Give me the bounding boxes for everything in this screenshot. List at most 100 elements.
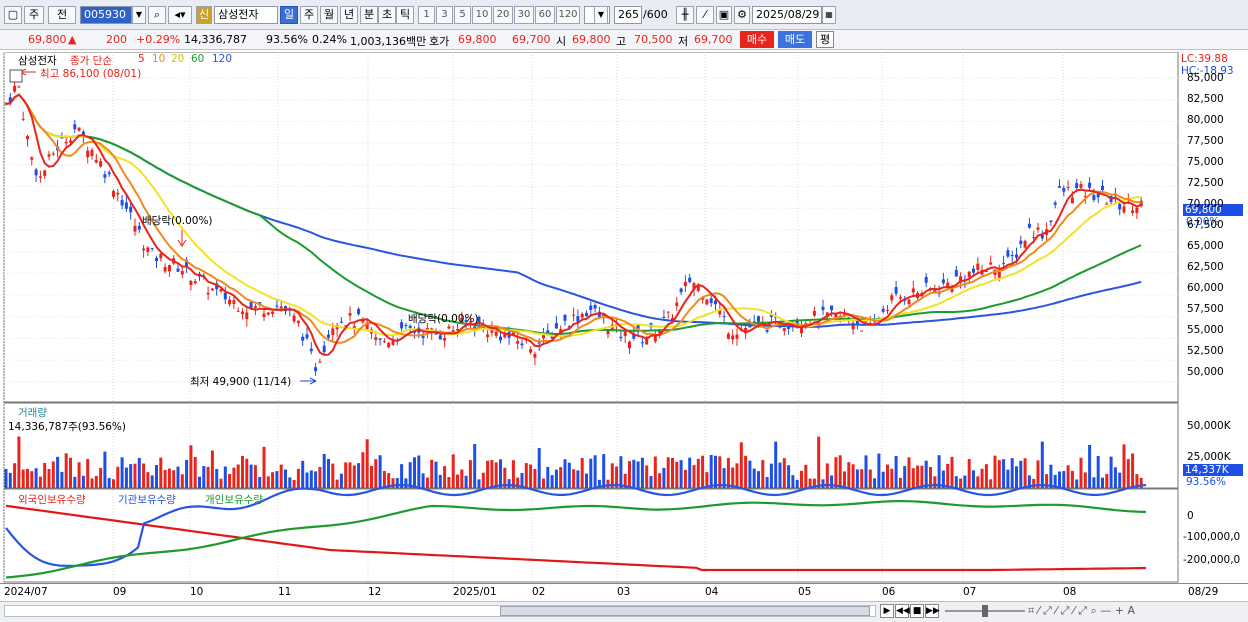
candle-body [116, 192, 120, 195]
volume-bar [739, 442, 743, 488]
tab-week[interactable]: 주 [300, 6, 318, 24]
candle-body [1118, 203, 1122, 210]
fast-forward-icon[interactable]: ▶▶ [925, 604, 940, 618]
candle-body [533, 353, 537, 358]
code-input[interactable]: 005930 [80, 6, 132, 24]
candle-body [327, 334, 330, 338]
price-panel [3, 52, 1179, 403]
tab-year[interactable]: 년 [340, 6, 358, 24]
search-icon[interactable]: ⌕ [148, 6, 166, 24]
chevron-down-icon[interactable]: ▼ [594, 6, 608, 24]
candle-body [408, 325, 412, 328]
speaker-icon[interactable]: ◂▾ [168, 6, 192, 24]
volume-bar [701, 455, 705, 488]
rewind-icon[interactable]: ◀◀ [895, 604, 910, 618]
candle-body [69, 140, 72, 143]
volume-bar [576, 470, 580, 488]
eval-button[interactable]: 평 [816, 31, 834, 48]
x-label: 02 [532, 586, 546, 598]
n-20[interactable]: 20 [493, 6, 513, 24]
volume-bar [322, 453, 326, 488]
stock-chart[interactable] [0, 52, 1248, 601]
volume-bar [907, 457, 911, 488]
play-icon[interactable]: ▶ [880, 604, 894, 618]
hold-tick-100: -100,000,0 [1183, 531, 1241, 543]
candle-body [90, 149, 94, 156]
volume-bar [206, 466, 210, 488]
n-120[interactable]: 120 [556, 6, 580, 24]
min-price-label: 최저 49,900 (11/14) [190, 376, 292, 388]
hold-tick-200: -200,000,0 [1183, 554, 1241, 566]
tab-second[interactable]: 초 [378, 6, 396, 24]
prev-button[interactable]: 전 [48, 6, 76, 24]
drawing-tools-icons[interactable]: ⌗ ⁄ ⤢ ⁄ ⤢ ⁄ ⤢ ⌕ — + A [1028, 604, 1135, 617]
n-30[interactable]: 30 [514, 6, 534, 24]
n-5[interactable]: 5 [454, 6, 471, 24]
chevron-down-icon[interactable]: ▼ [132, 6, 146, 24]
candle-body [636, 324, 640, 331]
zoom-slider-handle[interactable] [982, 605, 988, 617]
count-input[interactable]: 265 [614, 6, 642, 24]
save-icon[interactable]: ▣ [716, 6, 732, 24]
volume-bar [679, 460, 683, 488]
volume-bar [812, 478, 816, 488]
scroll-bar[interactable]: ▶ ◀◀ ■ ▶▶ ⌗ ⁄ ⤢ ⁄ ⤢ ⁄ ⤢ ⌕ — + A [0, 601, 1248, 622]
gear-icon[interactable]: ⚙ [734, 6, 750, 24]
x-label: 05 [798, 586, 812, 598]
candle-body [400, 322, 404, 329]
candle-body [314, 367, 318, 372]
max-price-label: 최고 86,100 (08/01) [40, 68, 142, 80]
draw-icon[interactable]: ⁄ [696, 6, 714, 24]
volume-bar [709, 454, 713, 488]
candle-body [881, 308, 885, 312]
low-price: 69,700 [694, 33, 733, 46]
candle-icon[interactable]: ╫ [676, 6, 694, 24]
candle-body [589, 305, 593, 310]
x-label: 10 [190, 586, 204, 598]
n-10[interactable]: 10 [472, 6, 492, 24]
calendar-icon[interactable]: ▦ [822, 6, 836, 24]
candle-body [1131, 210, 1135, 213]
x-label: 2025/01 [453, 586, 497, 598]
stop-icon[interactable]: ■ [910, 604, 924, 618]
date-input[interactable]: 2025/08/29 [752, 6, 822, 24]
candle-body [602, 314, 606, 317]
buy-button[interactable]: 매수 [740, 31, 774, 48]
candle-body [1135, 207, 1139, 214]
volume-bar [163, 469, 167, 488]
volume-bar [916, 465, 920, 488]
volume-bar [413, 457, 416, 488]
candle-body [821, 306, 825, 310]
volume-bar [176, 466, 180, 488]
sell-button[interactable]: 매도 [778, 31, 812, 48]
candle-body [253, 306, 257, 308]
candle-body [1083, 195, 1087, 197]
n-1[interactable]: 1 [418, 6, 435, 24]
volume-bar [357, 463, 361, 488]
volume-bar [959, 478, 963, 488]
scroll-thumb[interactable] [500, 606, 870, 616]
x-label: 04 [705, 586, 719, 598]
volume-bar [159, 457, 163, 488]
candle-body [47, 154, 51, 157]
volume-bar [898, 477, 902, 488]
volume-bar [339, 473, 343, 488]
period-select[interactable]: 주 [24, 6, 44, 24]
tab-day[interactable]: 일 [280, 6, 298, 24]
n-3[interactable]: 3 [436, 6, 453, 24]
tab-minute[interactable]: 분 [360, 6, 378, 24]
candle-body [163, 266, 167, 272]
candle-body [494, 331, 498, 336]
volume-bar [417, 455, 421, 488]
layout-icon[interactable]: ▢ [4, 6, 22, 24]
volume-bar [1027, 475, 1031, 488]
volume-bar [137, 457, 141, 488]
volume-bar [90, 478, 94, 488]
tab-month[interactable]: 월 [320, 6, 338, 24]
tab-tick[interactable]: 틱 [396, 6, 414, 24]
volume-bar [112, 479, 115, 488]
n-60[interactable]: 60 [535, 6, 555, 24]
volume-bar [296, 468, 300, 488]
volume-title: 거래량 [18, 407, 47, 419]
volume-bar [843, 471, 846, 488]
